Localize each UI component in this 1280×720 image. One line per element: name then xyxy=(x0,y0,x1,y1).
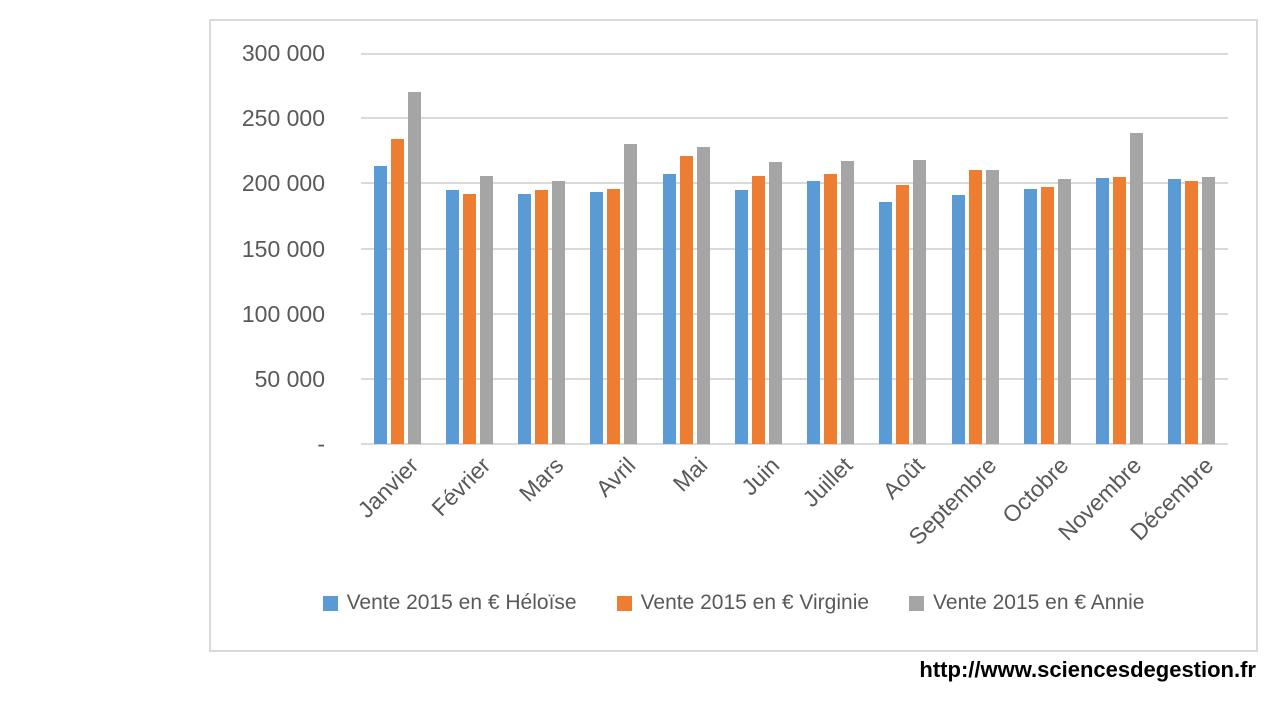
bar-janvier xyxy=(373,166,387,444)
bar-novembre xyxy=(1096,178,1110,444)
bar-group-juin xyxy=(734,162,782,444)
x-axis-line xyxy=(361,443,1228,445)
bar-avril xyxy=(624,144,638,444)
bar-group-août xyxy=(879,160,927,444)
bar-mai xyxy=(662,174,676,444)
bar-février xyxy=(445,190,459,444)
gridline xyxy=(361,313,1228,315)
bar-juillet xyxy=(807,181,821,444)
gridline xyxy=(361,248,1228,250)
bar-mai xyxy=(679,156,693,444)
bar-juillet xyxy=(841,161,855,444)
x-tick-label: Juillet xyxy=(797,452,858,512)
bar-février xyxy=(479,176,493,444)
y-tick-label: 50 000 xyxy=(254,366,325,392)
footer-url: http://www.sciencesdegestion.fr xyxy=(919,657,1256,682)
legend-item: Vente 2015 en € Annie xyxy=(909,591,1144,615)
bar-octobre xyxy=(1057,179,1071,444)
legend-item: Vente 2015 en € Héloïse xyxy=(322,591,577,615)
bar-janvier xyxy=(390,139,404,444)
x-tick-label: Janvier xyxy=(352,452,424,523)
legend-swatch-icon xyxy=(616,595,632,611)
bar-septembre xyxy=(968,170,982,444)
bar-août xyxy=(896,185,910,444)
bar-juillet xyxy=(824,174,838,444)
bar-avril xyxy=(590,192,604,444)
bar-août xyxy=(913,160,927,444)
bar-mars xyxy=(518,194,532,444)
y-tick-label: - xyxy=(317,431,325,457)
y-tick-label: 200 000 xyxy=(241,170,325,196)
bar-mars xyxy=(552,181,566,444)
plot-area xyxy=(361,53,1228,445)
bar-décembre xyxy=(1168,179,1182,444)
bar-août xyxy=(879,202,893,444)
bar-octobre xyxy=(1023,189,1037,444)
y-tick-label: 100 000 xyxy=(241,301,325,327)
y-tick-label: 250 000 xyxy=(241,105,325,131)
x-tick-label: Juin xyxy=(736,452,785,501)
bar-group-avril xyxy=(590,144,638,444)
bar-avril xyxy=(607,189,621,444)
legend-label: Vente 2015 en € Virginie xyxy=(640,591,870,614)
legend: Vente 2015 en € Héloïse Vente 2015 en € V… xyxy=(211,590,1256,616)
bar-group-mars xyxy=(518,181,566,444)
y-tick-label: 300 000 xyxy=(241,40,325,66)
gridline xyxy=(361,378,1228,380)
bar-janvier xyxy=(407,92,421,444)
x-tick-label: Mai xyxy=(667,452,713,497)
bar-group-novembre xyxy=(1096,133,1144,444)
bar-novembre xyxy=(1130,133,1144,444)
bar-juin xyxy=(768,162,782,444)
bar-mars xyxy=(535,190,549,444)
gridline xyxy=(361,53,1228,55)
chart-frame: Vente 2015 en € Héloïse Vente 2015 en € V… xyxy=(209,19,1258,652)
bar-group-mai xyxy=(662,147,710,444)
legend-label: Vente 2015 en € Annie xyxy=(933,591,1145,614)
bar-group-janvier xyxy=(373,92,421,444)
bar-juin xyxy=(734,190,748,444)
bar-juin xyxy=(751,176,765,444)
bar-group-septembre xyxy=(951,170,999,444)
gridline xyxy=(361,182,1228,184)
gridline xyxy=(361,117,1228,119)
x-tick-label: Février xyxy=(426,452,496,521)
bar-septembre xyxy=(951,195,965,444)
legend-label: Vente 2015 en € Héloïse xyxy=(346,591,577,614)
bar-group-février xyxy=(445,176,493,444)
x-tick-label: Août xyxy=(877,452,930,504)
bar-octobre xyxy=(1040,187,1054,444)
bar-group-juillet xyxy=(807,161,855,444)
y-tick-label: 150 000 xyxy=(241,236,325,262)
x-tick-label: Mars xyxy=(513,452,569,507)
legend-item: Vente 2015 en € Virginie xyxy=(616,591,870,615)
bar-septembre xyxy=(985,170,999,444)
bar-group-octobre xyxy=(1023,179,1071,444)
legend-swatch-icon xyxy=(322,595,338,611)
bar-décembre xyxy=(1185,181,1199,444)
legend-swatch-icon xyxy=(909,595,925,611)
bar-group-décembre xyxy=(1168,177,1216,444)
bar-décembre xyxy=(1202,177,1216,444)
bar-février xyxy=(462,194,476,444)
bar-mai xyxy=(696,147,710,444)
bar-novembre xyxy=(1113,177,1127,444)
x-tick-label: Avril xyxy=(590,452,641,502)
